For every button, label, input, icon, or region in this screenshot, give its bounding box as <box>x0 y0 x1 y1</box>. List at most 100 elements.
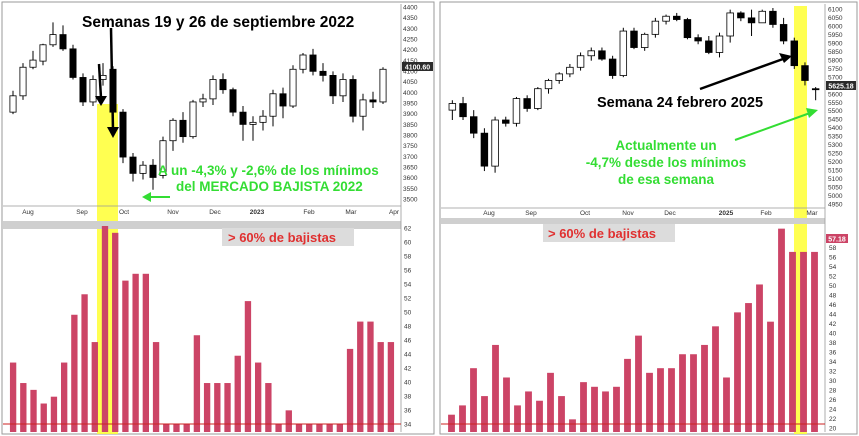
left-bearish-bar <box>142 273 150 432</box>
left-price-tick: 3850 <box>403 122 418 129</box>
left-bar-tick: 58 <box>404 254 412 261</box>
left-bearish-bar <box>244 301 252 432</box>
left-candle <box>119 111 127 158</box>
left-bearish-bar <box>224 383 231 432</box>
left-bearish-bar <box>377 342 384 432</box>
right-candle <box>790 40 798 67</box>
right-bearish-bar <box>580 382 587 432</box>
right-price-tick: 5300 <box>828 142 843 149</box>
left-candle <box>19 66 27 97</box>
left-price-tick: 3750 <box>403 143 418 150</box>
right-bar-tick: 58 <box>829 245 837 252</box>
right-bearish-bar <box>536 400 543 432</box>
right-candle <box>737 12 745 19</box>
left-candle <box>279 93 287 107</box>
left-bar-tick: 52 <box>404 296 412 303</box>
right-annotation-line2: -4,7% desde los mínimos <box>586 155 747 170</box>
left-bar-tick: 42 <box>404 366 412 373</box>
right-bearish-bar <box>514 405 521 432</box>
right-bearish-bar <box>734 312 741 432</box>
left-candle <box>129 156 137 174</box>
right-price-tick: 5250 <box>828 151 843 158</box>
right-bar-tick: 24 <box>829 407 837 414</box>
left-price-tick: 3700 <box>403 154 418 161</box>
right-bar-tick: 26 <box>829 397 837 404</box>
right-candle <box>598 50 606 60</box>
left-candle <box>199 98 207 103</box>
left-candle <box>179 119 187 138</box>
left-candle <box>149 164 157 178</box>
right-price-tick: 5600 <box>828 91 843 98</box>
right-candle <box>555 73 563 81</box>
right-bearish-bar <box>602 391 609 432</box>
left-price-tag-box <box>402 62 433 71</box>
left-bearish-bar <box>30 389 37 432</box>
right-bearish-bar <box>679 354 686 432</box>
right-bearish-bar <box>448 414 455 432</box>
left-date-tick: Dec <box>209 209 221 216</box>
right-bearish-bar <box>459 405 466 432</box>
left-date-tick: Apr <box>389 209 400 216</box>
right-bar-tick: 40 <box>829 331 837 338</box>
left-bearish-bar <box>357 321 364 432</box>
left-bearish-bar <box>285 410 292 432</box>
right-candle <box>523 98 531 109</box>
right-black-arrow <box>699 53 792 91</box>
right-price-tick: 5950 <box>828 32 843 39</box>
right-candle <box>630 30 638 48</box>
left-candle <box>289 68 297 107</box>
right-price-tick: 5450 <box>828 117 843 124</box>
left-candle <box>319 70 327 76</box>
right-price-tick: 5150 <box>828 168 843 175</box>
left-separator-band <box>3 221 401 229</box>
left-bearish-bar <box>112 232 119 432</box>
left-candle <box>309 54 317 72</box>
right-bearish-bar <box>789 251 796 432</box>
left-bar-tick: 36 <box>404 408 412 415</box>
right-candle <box>811 88 820 91</box>
left-candle <box>369 99 377 103</box>
right-candle <box>651 20 660 35</box>
right-candle <box>512 98 521 124</box>
right-candle <box>470 116 478 134</box>
left-bearish-bar <box>265 383 272 432</box>
right-candle <box>502 119 510 124</box>
right-bar-tick: 52 <box>829 274 837 281</box>
left-bar-tick: 48 <box>404 324 412 331</box>
right-bearish-bar <box>646 372 653 432</box>
right-candle <box>683 19 692 39</box>
left-price-tick: 4200 <box>403 47 418 54</box>
right-price-tag: 5625.18 <box>828 84 853 91</box>
left-bearish-bar <box>346 348 354 432</box>
right-candle <box>491 119 499 167</box>
right-date-tick: Nov <box>622 210 634 217</box>
left-price-tick: 4400 <box>403 5 418 12</box>
left-bearish-bar <box>20 383 27 432</box>
right-candle <box>619 30 628 76</box>
left-bar-tick: 54 <box>404 282 412 289</box>
left-price-tick: 3900 <box>403 111 418 118</box>
right-candle <box>662 15 670 22</box>
right-candle <box>566 66 574 75</box>
right-price-tick: 5750 <box>828 66 843 73</box>
right-date-tick: Oct <box>580 210 590 217</box>
right-candle <box>544 80 553 90</box>
right-bearish-bar <box>657 368 664 432</box>
right-bearish-bar <box>591 386 598 432</box>
right-bar-tick: 38 <box>829 340 837 347</box>
right-bar-tick: 28 <box>829 388 837 395</box>
right-price-tick: 5400 <box>828 125 843 132</box>
left-bearish-bar <box>101 226 109 432</box>
left-green-arrow <box>142 192 170 202</box>
right-bearish-bar <box>569 419 576 432</box>
left-bearish-bar <box>71 314 78 432</box>
left-candle <box>29 59 37 68</box>
right-price-tick: 5050 <box>828 185 843 192</box>
left-price-tick: 3600 <box>403 175 418 182</box>
right-candle <box>694 37 702 42</box>
right-bearish-bar <box>613 386 620 432</box>
right-badge-bg <box>543 224 675 242</box>
left-price-tick: 4050 <box>403 79 418 86</box>
left-bar-tick: 38 <box>404 394 412 401</box>
